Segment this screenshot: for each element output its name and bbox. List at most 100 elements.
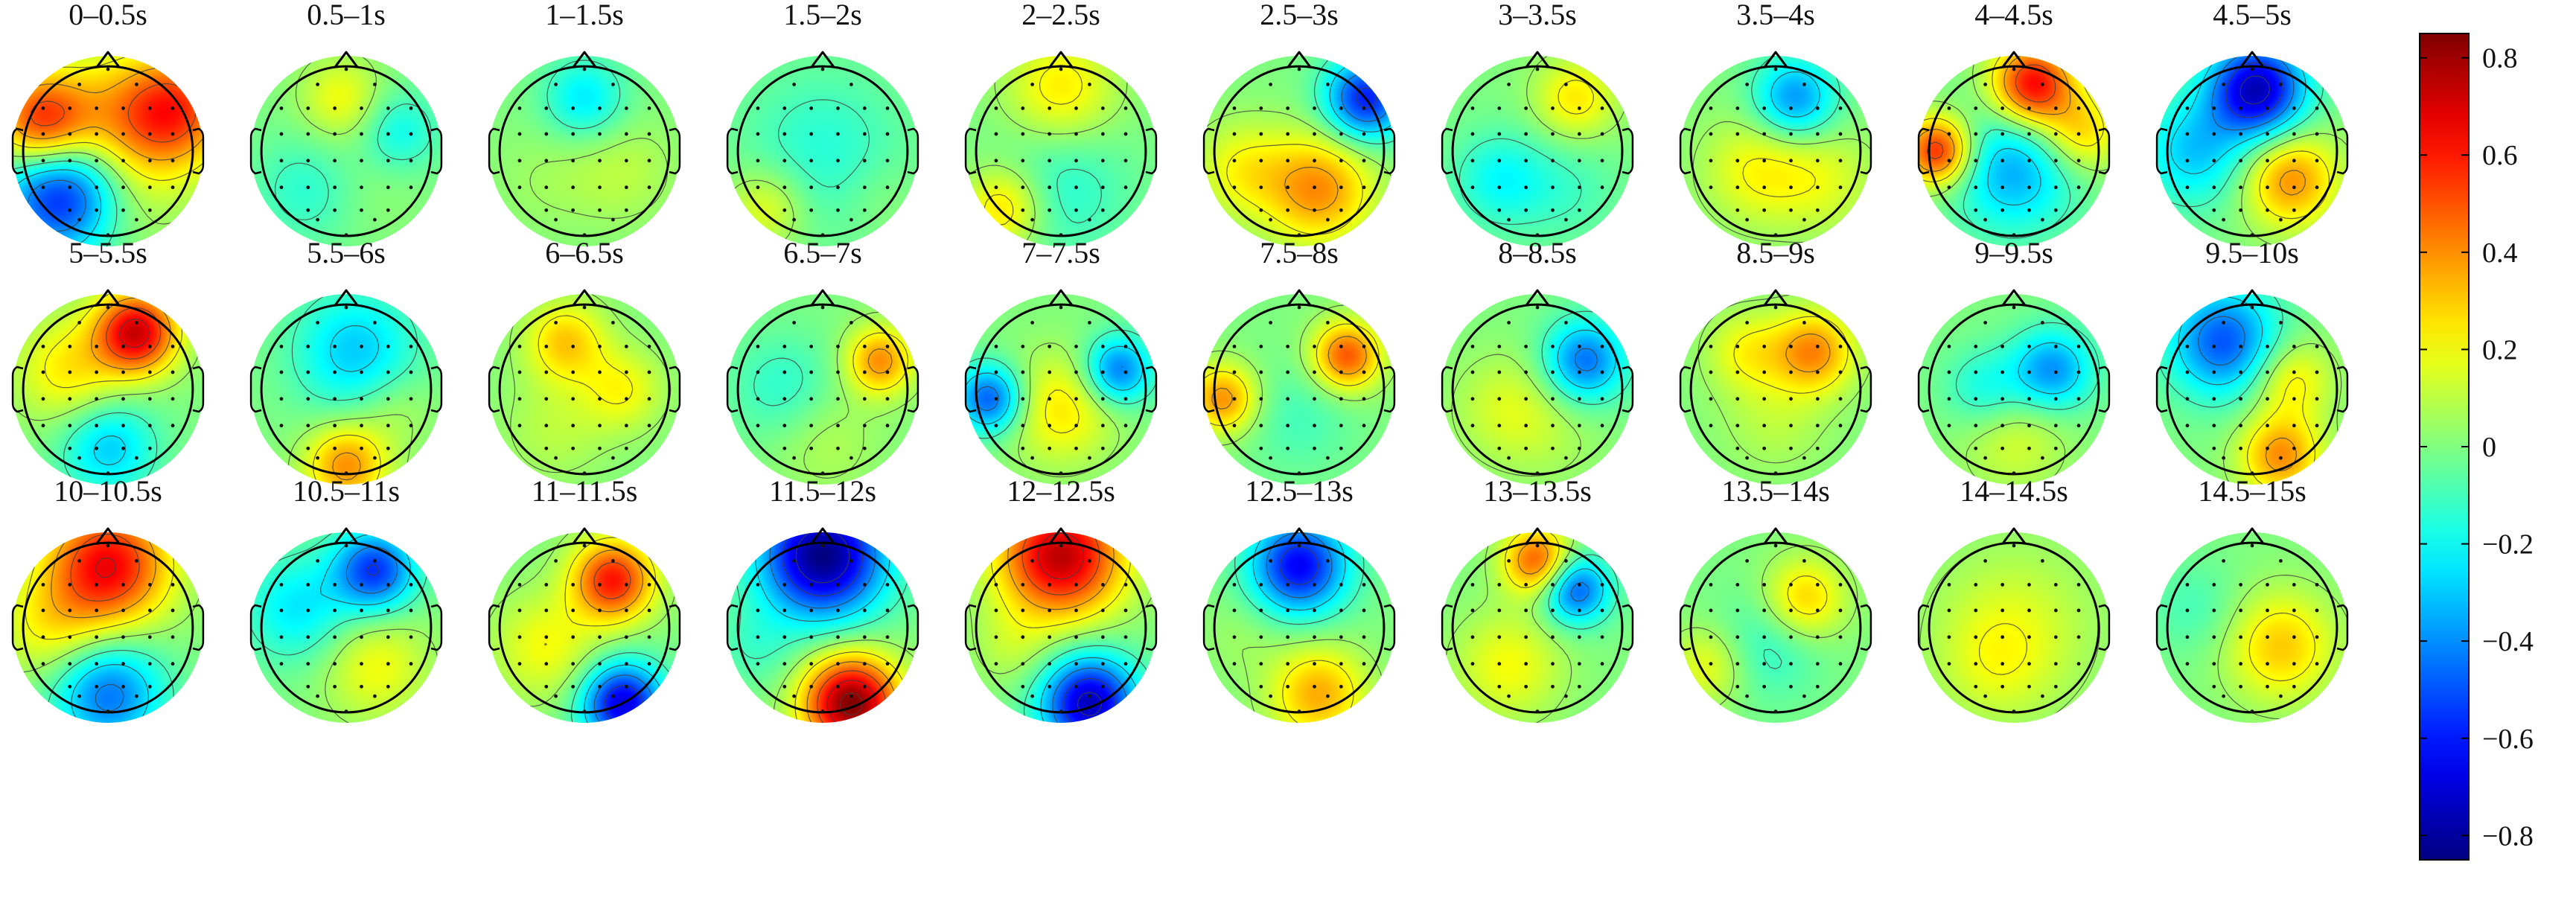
colorbar-tick-label: 0.4 [2482, 237, 2518, 269]
electrode-dot [1789, 345, 1793, 348]
electrode-dot [306, 446, 310, 450]
electrode-dot [571, 608, 576, 613]
electrode-dot [95, 635, 99, 639]
heatmap-field [727, 56, 918, 246]
electrode-dot [554, 559, 558, 563]
electrode-dot [862, 635, 867, 639]
electrode-dot [1313, 446, 1316, 450]
electrode-dot [41, 345, 45, 348]
electrode-dot [2027, 608, 2031, 613]
colorbar-gradient [2419, 33, 2470, 861]
electrode-dot [598, 635, 602, 639]
electrode-dot [862, 345, 867, 348]
electrode-dot [1600, 583, 1604, 587]
electrode-dot [2250, 709, 2254, 714]
electrode-dot [1021, 608, 1025, 613]
electrode-dot [2012, 709, 2016, 714]
electrode-dot [2053, 185, 2058, 190]
electrode-dot [1507, 217, 1511, 222]
electrode-dot [2076, 662, 2081, 666]
electrode-dot [1286, 132, 1290, 136]
electrode-dot [1048, 132, 1052, 136]
electrode-dot [1564, 456, 1568, 460]
topomap-panel: 4–4.5s [1917, 0, 2111, 246]
electrode-dot [1947, 397, 1951, 401]
electrode-dot [306, 635, 310, 639]
electrode-dot [333, 424, 337, 428]
electrode-dot [2185, 635, 2190, 639]
electrode-dot [647, 583, 651, 587]
electrode-dot [862, 662, 867, 666]
electrode-dot [386, 106, 390, 110]
electrode-dot [1507, 559, 1511, 563]
electrode-dot [1947, 159, 1951, 163]
electrode-dot [1789, 370, 1793, 374]
panel-title: 7.5–8s [1260, 236, 1339, 269]
electrode-dot [782, 208, 787, 212]
electrode-dot [1059, 233, 1063, 237]
electrode-dot [1577, 185, 1581, 190]
electrode-dot [849, 321, 853, 325]
electrode-dot [1974, 424, 1978, 428]
electrode-dot [1030, 694, 1034, 698]
electrode-dot [544, 684, 549, 689]
electrode-dot [820, 233, 825, 237]
electrode-dot [2053, 345, 2058, 348]
electrode-dot [1815, 345, 1820, 348]
electrode-dot [333, 608, 337, 613]
electrode-dot [1313, 370, 1316, 374]
electrode-dot [1021, 132, 1025, 136]
electrode-dot [1577, 424, 1581, 428]
electrode-dot [1232, 159, 1237, 163]
electrode-dot [1470, 397, 1475, 401]
electrode-dot [1123, 106, 1128, 110]
electrode-dot [1735, 608, 1740, 613]
electrode-dot [409, 397, 413, 401]
electrode-dot [1497, 397, 1502, 401]
electrode-dot [1789, 583, 1793, 587]
electrode-dot [1974, 208, 1978, 212]
panel-title: 8–8.5s [1498, 236, 1577, 269]
electrode-dot [1048, 370, 1052, 374]
electrode-dot [1577, 159, 1581, 163]
electrode-dot [1021, 424, 1025, 428]
electrode-dot [1551, 608, 1555, 613]
electrode-dot [2000, 684, 2005, 689]
electrode-dot [885, 345, 890, 348]
electrode-dot [1232, 345, 1237, 348]
left-ear-outline [964, 366, 977, 413]
electrode-dot [1551, 684, 1555, 689]
electrode-dot [836, 159, 840, 163]
electrode-dot [1269, 83, 1272, 86]
electrode-dot [2292, 608, 2296, 613]
electrode-dot [2315, 662, 2319, 666]
electrode-dot [1497, 424, 1502, 428]
nose-outline [334, 289, 359, 306]
electrode-dot [2212, 635, 2216, 639]
electrode-dot [849, 83, 853, 86]
electrode-dot [1259, 106, 1263, 110]
electrode-dot [1947, 583, 1951, 587]
electrode-dot [106, 233, 110, 237]
heatmap-field [13, 294, 203, 485]
electrode-dot [1947, 345, 1951, 348]
electrode-dot [624, 132, 628, 136]
electrode-dot [279, 185, 284, 190]
electrode-dot [1838, 159, 1843, 163]
topomap-panel: 14–14.5s [1917, 474, 2111, 723]
electrode-dot [756, 185, 760, 190]
electrode-dot [582, 471, 587, 476]
electrode-dot [1313, 185, 1316, 190]
electrode-dot [862, 583, 867, 587]
electrode-dot [170, 345, 175, 348]
electrode-dot [1600, 397, 1604, 401]
electrode-dot [2266, 185, 2269, 190]
electrode-dot [1551, 159, 1555, 163]
electrode-dot [598, 370, 602, 374]
electrode-dot [1535, 67, 1540, 71]
electrode-dot [2027, 583, 2031, 587]
colorbar-tick-label: −0.6 [2482, 724, 2534, 755]
electrode-dot [994, 185, 998, 190]
nose-outline [2239, 527, 2265, 544]
